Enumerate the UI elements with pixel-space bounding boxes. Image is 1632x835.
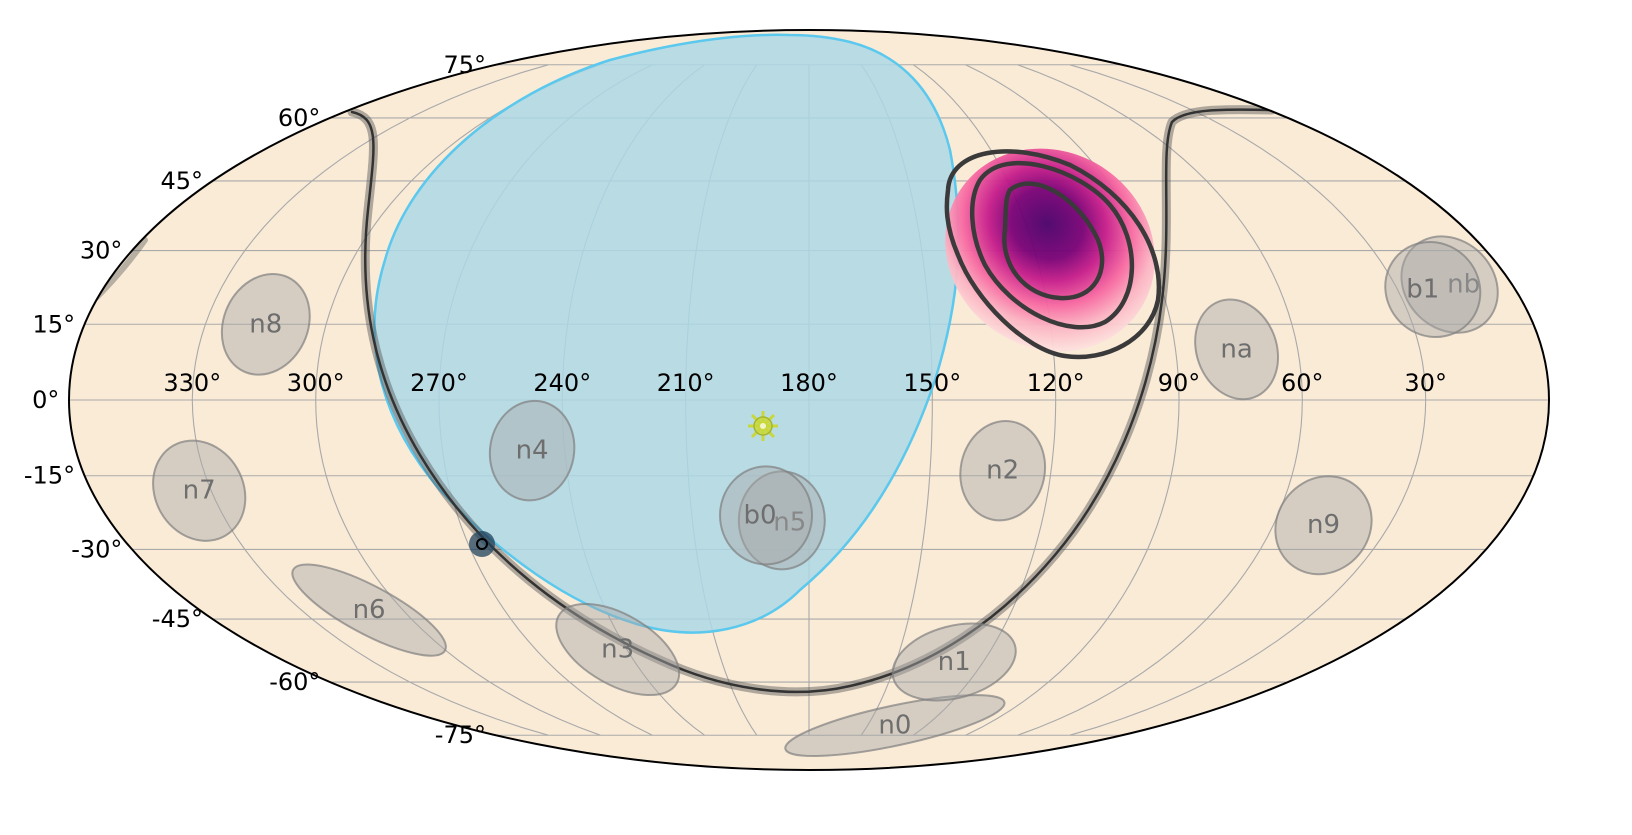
detector-label: n1 (938, 647, 971, 677)
latitude-label: 60° (278, 104, 321, 132)
detector-label: n6 (353, 595, 386, 625)
detector-na: na (1194, 298, 1280, 401)
longitude-label: 330° (163, 369, 221, 397)
latitude-label: -75° (435, 721, 486, 749)
longitude-label: 180° (780, 369, 838, 397)
latitude-label: 30° (80, 237, 123, 265)
detector-pointings: n0 n1 n2 n3 n4 n5 n6 n7 n8 n9 na nb b0 b1 (152, 235, 1499, 758)
longitude-label: 90° (1158, 369, 1201, 397)
map-outline (68, 29, 1550, 771)
detector-n2: n2 (959, 420, 1047, 522)
longitude-label: 210° (657, 369, 715, 397)
detector-n8: n8 (220, 272, 311, 376)
detector-label: n2 (986, 456, 1019, 486)
detector-label: n9 (1307, 510, 1340, 540)
detector-b0: b0 (719, 465, 813, 566)
meridian-line (965, 64, 1180, 736)
contour-50 (1002, 181, 1105, 301)
detector-label: n3 (601, 635, 634, 665)
sun-icon (748, 411, 778, 441)
detector-n1: n1 (891, 622, 1017, 702)
longitude-label: 60° (1281, 369, 1324, 397)
latitude-label: 0° (32, 386, 59, 414)
longitude-label: 150° (903, 369, 961, 397)
latitude-label: -60° (269, 668, 320, 696)
detector-label: n8 (249, 309, 282, 339)
longitude-label: 30° (1404, 369, 1447, 397)
detector-label: n5 (773, 507, 806, 537)
source-marker (469, 531, 495, 557)
detector-b1: b1 (1384, 240, 1482, 339)
meridian-line (191, 64, 549, 736)
meridian-line (1017, 64, 1303, 736)
longitude-label: 270° (410, 369, 468, 397)
detector-n0: n0 (784, 694, 1006, 758)
meridian-line (315, 64, 601, 736)
contour-99 (944, 149, 1162, 360)
latitude-label: -45° (152, 605, 203, 633)
latitude-label: -15° (24, 462, 75, 490)
detector-n9: n9 (1274, 475, 1373, 576)
latitude-label: 45° (160, 167, 203, 195)
longitude-labels: 330° 300° 270° 240° 210° 180° 150° 120° 90° 60° 30… (163, 369, 1447, 397)
contour-90 (970, 161, 1135, 330)
latitude-label: -30° (71, 536, 122, 564)
detector-n3: n3 (555, 602, 681, 697)
earth-occultation-region (373, 33, 960, 634)
longitude-label: 120° (1027, 369, 1085, 397)
detector-nb: nb (1400, 235, 1499, 334)
meridian-line (1069, 64, 1427, 736)
longitude-label: 240° (533, 369, 591, 397)
detector-label: n0 (878, 711, 911, 741)
detector-n7: n7 (152, 439, 247, 542)
detector-label: nb (1447, 270, 1480, 300)
detector-n4: n4 (488, 399, 576, 502)
detector-label: na (1220, 334, 1252, 364)
detector-n6: n6 (291, 563, 447, 657)
longitude-label: 300° (287, 369, 345, 397)
detector-label: n7 (183, 476, 216, 506)
detector-label: b0 (743, 500, 776, 530)
confidence-contours (944, 149, 1162, 360)
latitude-label: 15° (33, 310, 76, 338)
latitude-labels: 75° 60° 45° 30° 15° 0° -15° -30° -45° -60° -75° (24, 51, 486, 749)
detector-label: n4 (516, 436, 549, 466)
latitude-label: 75° (443, 51, 486, 79)
localization-probability-map (944, 148, 1162, 360)
detector-label: b1 (1406, 275, 1439, 305)
